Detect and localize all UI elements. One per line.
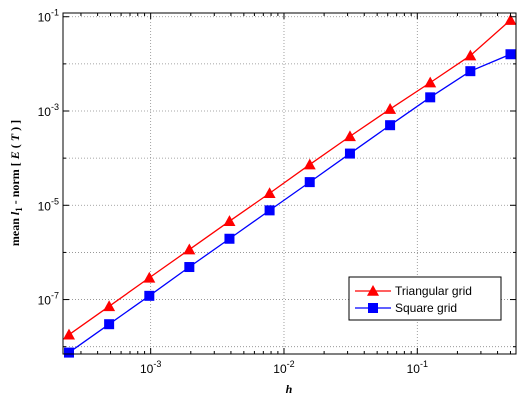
square-marker bbox=[344, 148, 355, 159]
y-tick-label: 10-5 bbox=[38, 196, 59, 213]
x-axis-label: h bbox=[286, 382, 293, 396]
series-0 bbox=[62, 14, 517, 340]
triangle-marker bbox=[303, 158, 316, 170]
axis-ticks bbox=[63, 13, 516, 354]
triangle-marker bbox=[62, 328, 75, 340]
series-layer bbox=[62, 14, 517, 358]
triangle-marker bbox=[424, 76, 437, 88]
y-axis-label: mean l1 - norm [ E ( T ) ] bbox=[8, 120, 24, 246]
series-line bbox=[68, 53, 511, 354]
triangle-marker bbox=[143, 271, 156, 283]
square-marker bbox=[264, 205, 275, 216]
triangle-marker bbox=[343, 130, 356, 142]
square-marker bbox=[465, 66, 476, 77]
y-tick-label: 10-7 bbox=[38, 291, 59, 308]
triangle-marker bbox=[103, 300, 116, 312]
square-marker bbox=[144, 290, 155, 301]
square-marker bbox=[104, 319, 115, 330]
y-tick-label: 10-3 bbox=[38, 102, 59, 119]
legend-item-0: Triangular grid bbox=[355, 284, 472, 298]
square-marker bbox=[425, 92, 436, 103]
triangle-marker bbox=[183, 243, 196, 255]
series-1 bbox=[63, 49, 516, 358]
square-marker bbox=[63, 347, 74, 358]
square-marker bbox=[385, 120, 396, 131]
y-tick-label: 10-1 bbox=[38, 8, 59, 25]
tick-labels: 10-3 10-2 10-1 10-7 10-5 10-3 10-1 bbox=[38, 8, 428, 376]
x-tick-label: 10-1 bbox=[407, 359, 428, 376]
legend-item-1: Square grid bbox=[355, 301, 457, 315]
square-marker bbox=[505, 49, 516, 60]
triangle-marker bbox=[504, 14, 517, 25]
square-marker bbox=[224, 233, 235, 244]
x-tick-label: 10-2 bbox=[273, 359, 294, 376]
triangle-marker bbox=[263, 187, 276, 199]
legend-marker bbox=[367, 285, 379, 296]
legend-label: Square grid bbox=[395, 301, 457, 315]
legend: Triangular grid Square grid bbox=[348, 276, 502, 321]
grid-lines bbox=[63, 13, 516, 354]
legend-label: Triangular grid bbox=[395, 284, 472, 298]
square-marker bbox=[184, 262, 195, 273]
legend-marker bbox=[368, 303, 378, 313]
x-tick-label: 10-3 bbox=[140, 359, 161, 376]
triangle-marker bbox=[384, 103, 397, 114]
triangle-marker bbox=[464, 49, 477, 61]
triangle-marker bbox=[223, 215, 236, 226]
square-marker bbox=[304, 177, 315, 188]
plot-frame bbox=[62, 12, 517, 355]
series-line bbox=[68, 19, 511, 336]
legend-items: Triangular grid Square grid bbox=[355, 284, 472, 315]
